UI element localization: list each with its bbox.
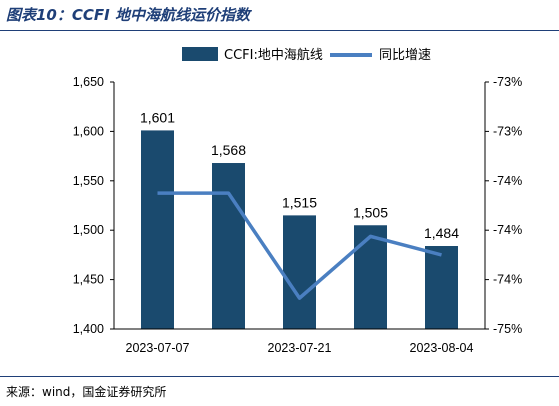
left-axis-tick-label: 1,450 [73, 273, 104, 287]
right-axis-tick-label: -74% [493, 174, 522, 188]
legend-swatch-bars [182, 47, 218, 61]
right-axis-tick-label: -73% [493, 124, 522, 138]
bar [354, 225, 387, 329]
source-note: 来源：wind，国金证券研究所 [6, 385, 167, 399]
legend-label-line: 同比增速 [379, 48, 431, 63]
legend-label-bars: CCFI:地中海航线 [224, 47, 323, 63]
bar [425, 246, 458, 329]
left-axis-tick-label: 1,550 [73, 174, 104, 188]
right-axis-tick-label: -75% [493, 322, 522, 336]
x-axis-tick-label: 2023-08-04 [410, 341, 474, 355]
bar-data-label: 1,515 [282, 194, 317, 210]
left-axis-tick-label: 1,500 [73, 223, 104, 237]
left-axis-tick-label: 1,600 [73, 124, 104, 138]
right-axis-tick-label: -74% [493, 223, 522, 237]
bar [283, 215, 316, 329]
source-rule [0, 376, 559, 377]
right-axis-tick-label: -73% [493, 75, 522, 89]
left-axis-tick-label: 1,650 [73, 75, 104, 89]
left-axis-tick-label: 1,400 [73, 322, 104, 336]
bar [141, 130, 174, 329]
bar-data-label: 1,484 [424, 225, 459, 241]
x-axis-tick-label: 2023-07-07 [126, 341, 190, 355]
right-axis-tick-label: -74% [493, 273, 522, 287]
title-rule [0, 30, 559, 31]
bar-data-label: 1,568 [211, 142, 246, 158]
chart-title: 图表10：CCFI 地中海航线运价指数 [6, 6, 250, 24]
yoy-line [157, 191, 442, 300]
chart-svg: CCFI:地中海航线 同比增速 1,400 1,450 1,500 1,550 1,600 1… [73, 47, 522, 355]
bar-data-label: 1,505 [353, 204, 388, 220]
bar [212, 163, 245, 329]
bar-data-label: 1,601 [140, 109, 175, 125]
x-axis-tick-label: 2023-07-21 [268, 341, 332, 355]
